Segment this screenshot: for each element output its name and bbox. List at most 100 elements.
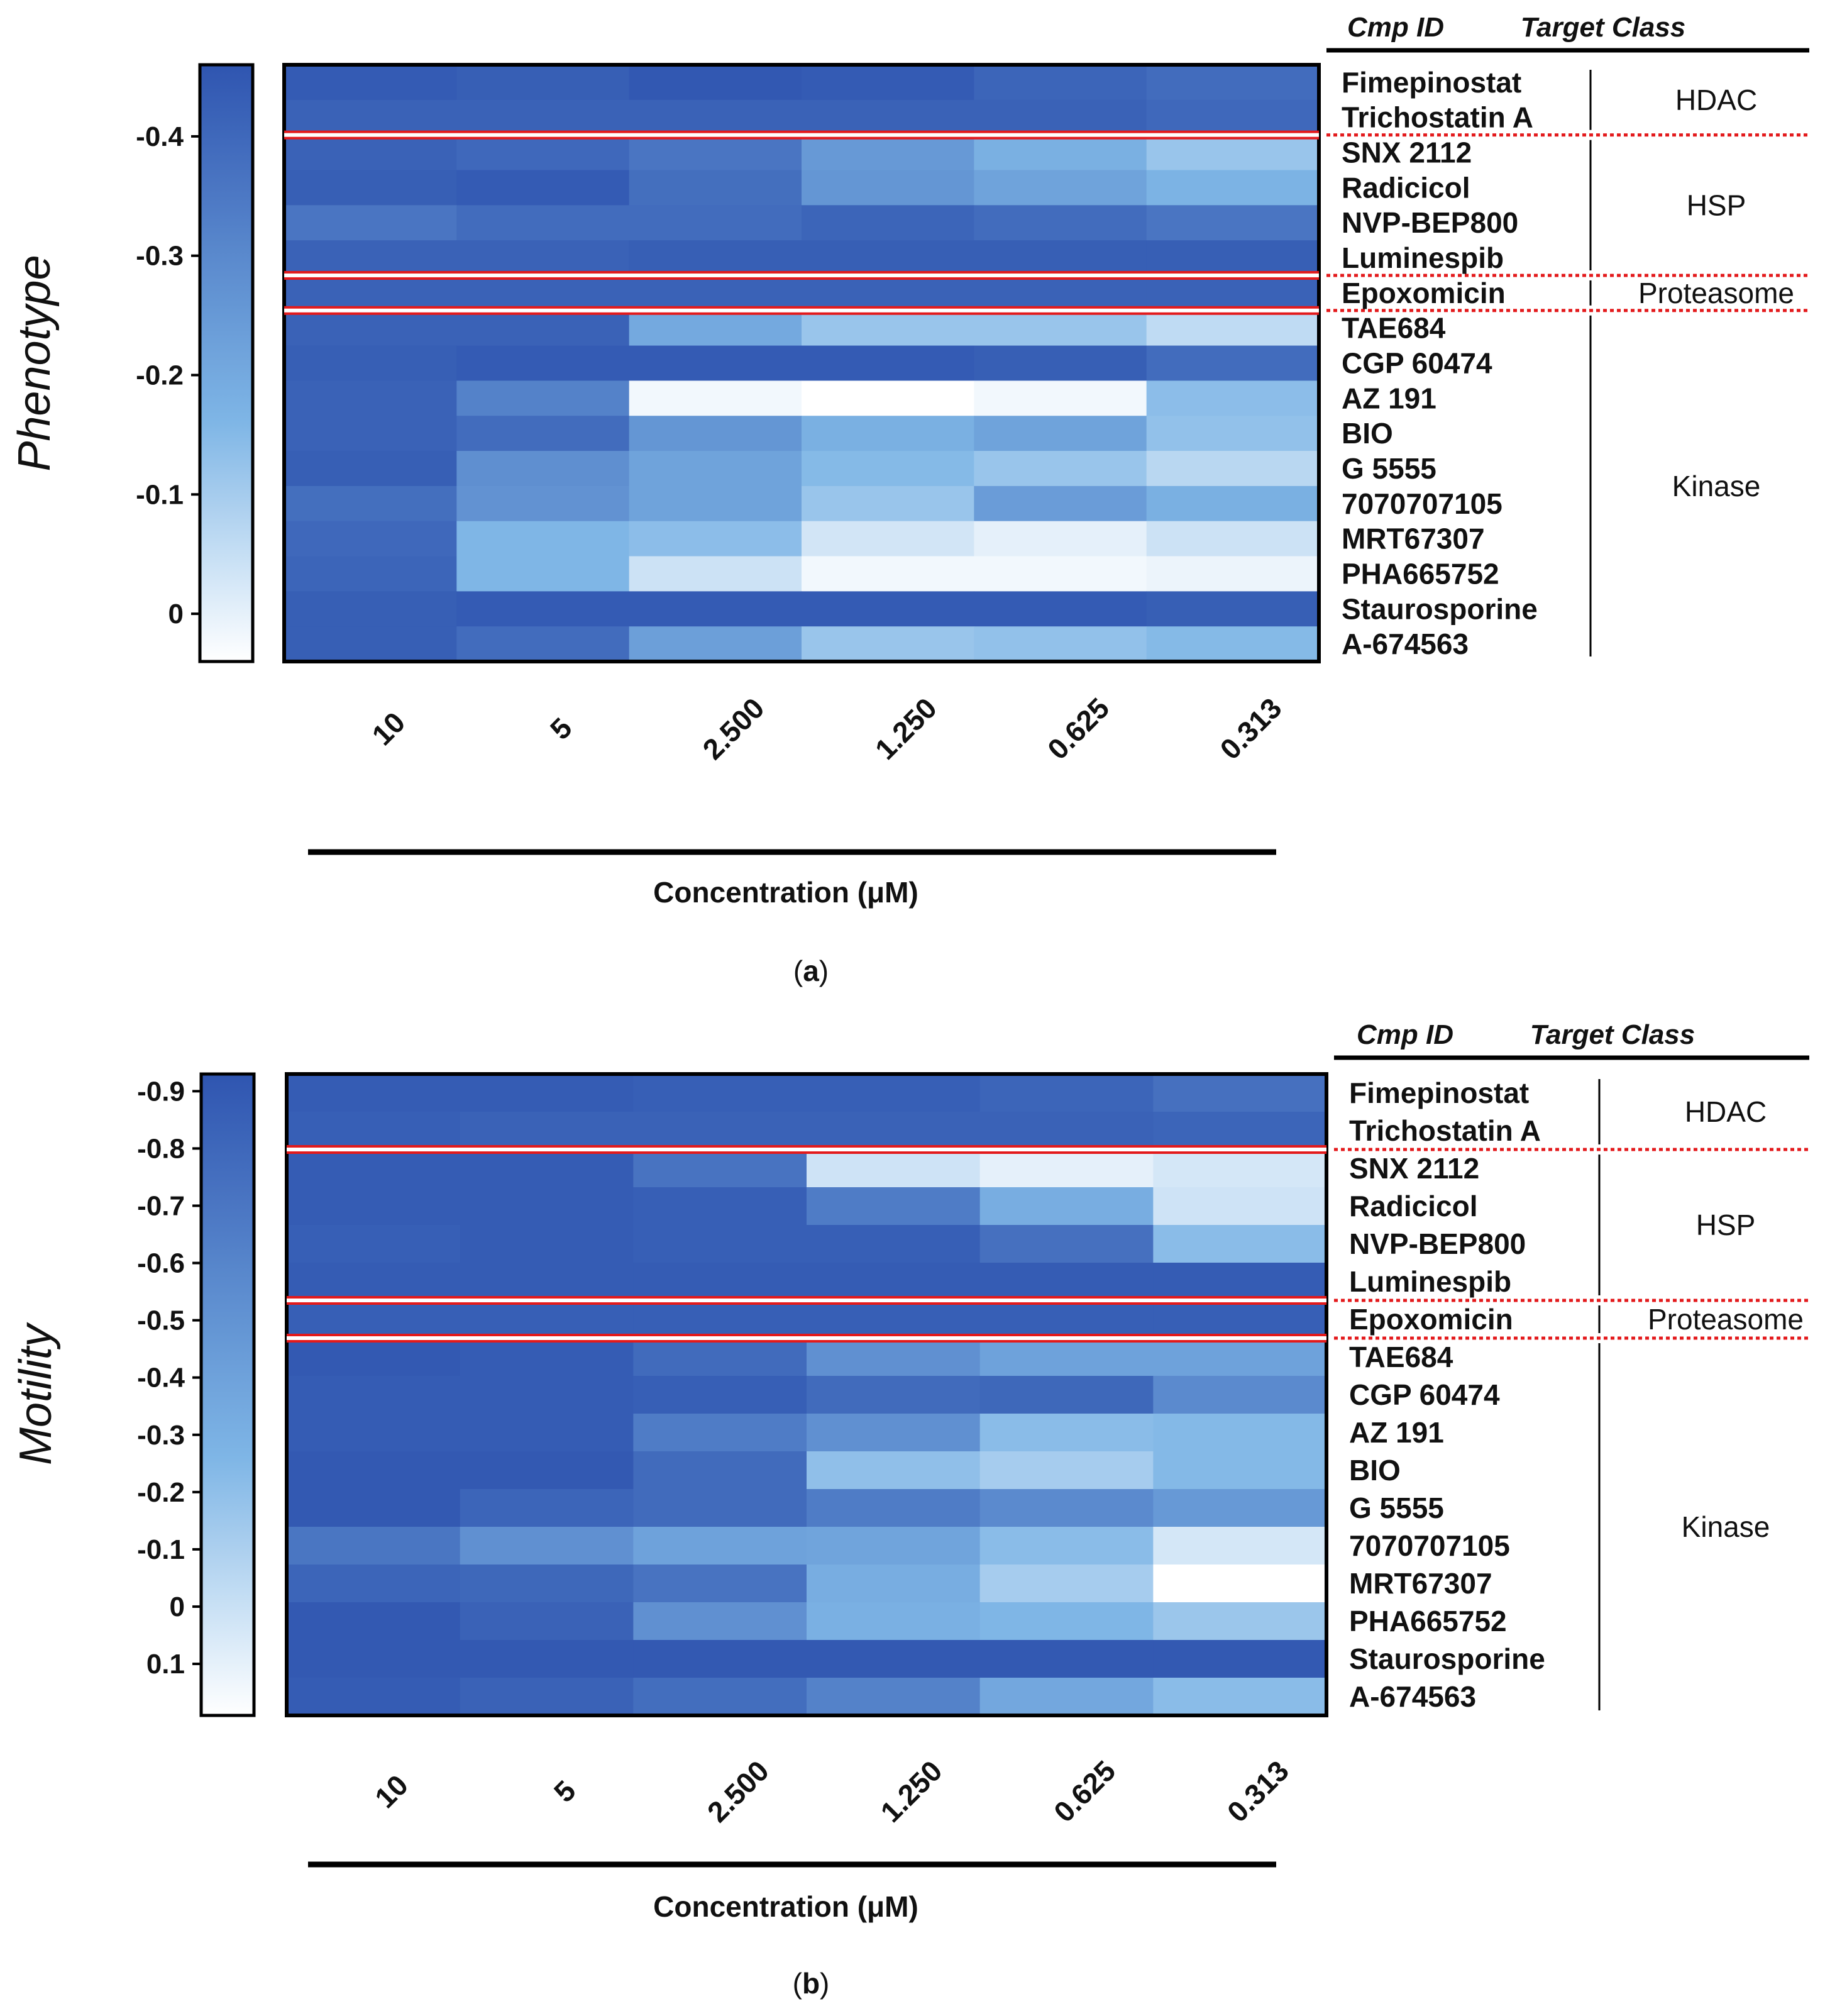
heatmap-cell bbox=[629, 135, 802, 170]
heatmap-cell bbox=[807, 1263, 981, 1301]
compound-label: Luminespib bbox=[1342, 241, 1504, 274]
heatmap-cell bbox=[460, 1225, 634, 1263]
heatmap-cell bbox=[629, 591, 802, 627]
heatmap-cell bbox=[1153, 1263, 1327, 1301]
caption-close: ) bbox=[819, 955, 829, 987]
heatmap-cell bbox=[287, 1225, 461, 1263]
heatmap-cell bbox=[633, 1414, 807, 1452]
group-separator-core bbox=[287, 1299, 1326, 1302]
heatmap-cell bbox=[1146, 626, 1320, 662]
group-separator-core bbox=[284, 133, 1319, 137]
target-class-header: Target Class bbox=[1530, 1019, 1695, 1050]
caption-open: ( bbox=[793, 955, 803, 987]
concentration-label: 0.313 bbox=[1213, 692, 1287, 766]
heatmap-cell bbox=[629, 521, 802, 557]
heatmap-cell bbox=[1146, 380, 1320, 416]
compound-label: SNX 2112 bbox=[1349, 1152, 1479, 1185]
heatmap-cell bbox=[1146, 485, 1320, 522]
heatmap-cell bbox=[456, 170, 630, 206]
heatmap-cell bbox=[807, 1225, 981, 1263]
heatmap-cell bbox=[974, 310, 1147, 346]
compound-label: Trichostatin A bbox=[1349, 1114, 1541, 1147]
compound-label: 7070707105 bbox=[1349, 1529, 1510, 1562]
compound-label: 7070707105 bbox=[1342, 487, 1502, 520]
heatmap-cell bbox=[807, 1489, 981, 1527]
heatmap-cell bbox=[287, 1451, 461, 1490]
compound-label: MRT67307 bbox=[1349, 1567, 1492, 1600]
target-class-header: Target Class bbox=[1521, 12, 1685, 43]
colorbar-tick-label: -0.1 bbox=[136, 479, 184, 510]
heatmap-cell bbox=[284, 380, 457, 416]
heatmap-cell bbox=[979, 1489, 1154, 1527]
compound-label: AZ 191 bbox=[1349, 1416, 1444, 1449]
x-axis-label: Concentration (μM) bbox=[653, 1890, 918, 1923]
compound-label: NVP-BEP800 bbox=[1342, 206, 1518, 239]
heatmap-cell bbox=[633, 1640, 807, 1678]
heatmap-cell bbox=[633, 1187, 807, 1226]
heatmap-cell bbox=[807, 1678, 981, 1716]
colorbar-tick-label: 0.1 bbox=[146, 1649, 185, 1680]
heatmap-cell bbox=[802, 626, 974, 662]
heatmap-cell bbox=[460, 1338, 634, 1376]
heatmap-cell bbox=[802, 556, 974, 592]
compound-label: SNX 2112 bbox=[1342, 136, 1472, 169]
target-class-label: Kinase bbox=[1672, 470, 1761, 502]
heatmap-cell bbox=[1146, 416, 1320, 451]
heatmap-cell bbox=[979, 1187, 1154, 1226]
heatmap-cell bbox=[456, 591, 630, 627]
heatmap-cell bbox=[284, 345, 457, 381]
compound-label: Fimepinostat bbox=[1349, 1077, 1529, 1109]
heatmap-cell bbox=[807, 1074, 981, 1112]
compound-label: TAE684 bbox=[1349, 1341, 1453, 1373]
heatmap-cell bbox=[802, 485, 974, 522]
heatmap-cell bbox=[1153, 1451, 1327, 1490]
heatmap-cell bbox=[287, 1263, 461, 1301]
compound-label: Staurosporine bbox=[1342, 592, 1538, 625]
heatmap-cell bbox=[974, 591, 1147, 627]
heatmap-cell bbox=[456, 556, 630, 592]
heatmap-cell bbox=[284, 275, 457, 311]
concentration-label: 5 bbox=[544, 711, 578, 746]
heatmap-cell bbox=[287, 1112, 461, 1150]
cmp-id-header: Cmp ID bbox=[1357, 1019, 1453, 1050]
heatmap-cell bbox=[807, 1602, 981, 1641]
heatmap-cell bbox=[974, 135, 1147, 170]
heatmap-cell bbox=[1146, 310, 1320, 346]
heatmap-cell bbox=[633, 1225, 807, 1263]
colorbar-tick-label: -0.4 bbox=[136, 121, 184, 152]
heatmap-cell bbox=[974, 485, 1147, 522]
heatmap-cell bbox=[807, 1376, 981, 1414]
group-separator-core bbox=[287, 1148, 1326, 1151]
heatmap-cell bbox=[284, 485, 457, 522]
colorbar bbox=[199, 1072, 256, 1717]
panel-caption: (a) bbox=[793, 955, 829, 987]
heatmap-cell bbox=[979, 1451, 1154, 1490]
compound-label: G 5555 bbox=[1349, 1492, 1444, 1524]
colorbar-tick-label: -0.3 bbox=[136, 241, 184, 272]
heatmap-cell bbox=[1146, 240, 1320, 276]
heatmap-cell bbox=[979, 1338, 1154, 1376]
heatmap-cell bbox=[1146, 205, 1320, 241]
heatmap-cell bbox=[633, 1565, 807, 1603]
heatmap-cell bbox=[1153, 1074, 1327, 1112]
heatmap-cell bbox=[284, 310, 457, 346]
heatmap-cell bbox=[979, 1112, 1154, 1150]
colorbar-tick-label: -0.9 bbox=[137, 1076, 185, 1107]
heatmap-cell bbox=[460, 1074, 634, 1112]
heatmap-cell bbox=[807, 1112, 981, 1150]
compound-label: Radicicol bbox=[1342, 171, 1470, 204]
heatmap-cell bbox=[1146, 556, 1320, 592]
heatmap-cell bbox=[1153, 1225, 1327, 1263]
heatmap-cell bbox=[802, 451, 974, 487]
heatmap-cell bbox=[974, 556, 1147, 592]
y-axis-label: Motility bbox=[11, 1322, 61, 1465]
concentration-label: 10 bbox=[365, 706, 411, 751]
colorbar-tick-label: -0.8 bbox=[137, 1133, 185, 1164]
colorbar-tick-label: -0.2 bbox=[136, 360, 184, 390]
heatmap-cell bbox=[1153, 1489, 1327, 1527]
compound-label: Trichostatin A bbox=[1342, 101, 1533, 134]
colorbar-tick-label: -0.2 bbox=[137, 1477, 185, 1508]
heatmap-cell bbox=[460, 1451, 634, 1490]
heatmap-cell bbox=[1146, 345, 1320, 381]
